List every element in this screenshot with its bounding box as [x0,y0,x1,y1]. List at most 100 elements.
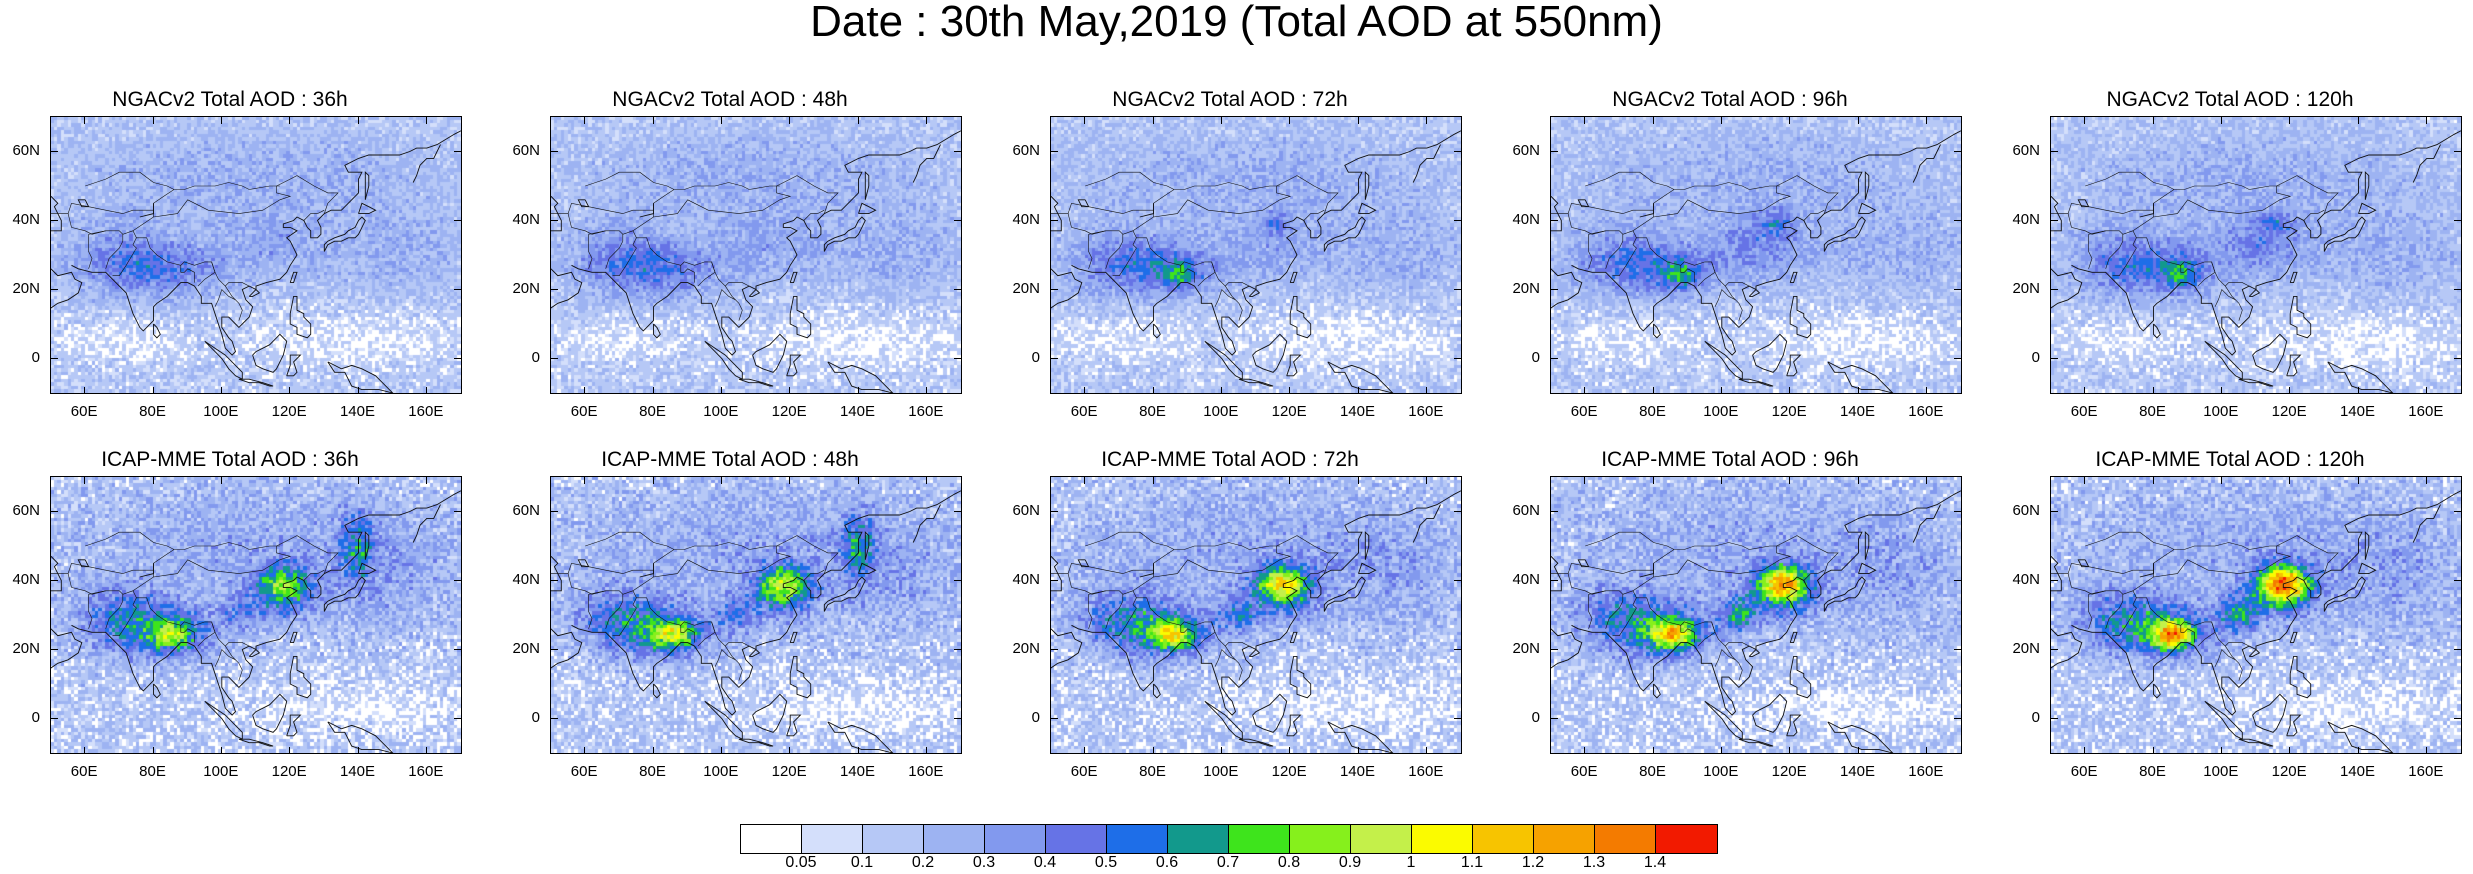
country-border [2211,621,2250,647]
x-tick [584,117,586,124]
country-border [1067,213,1106,235]
coastline [2077,199,2090,208]
y-tick [2051,357,2058,359]
coastline [2323,216,2366,252]
x-tick [220,747,222,754]
country-border [2136,597,2216,647]
x-tick [720,477,722,484]
country-border [1180,625,1195,643]
coastline [1358,562,1377,575]
country-border [2067,213,2106,235]
country-border [1153,542,1280,577]
country-border [1585,171,1675,190]
x-tick [1789,747,1791,754]
colorbar [740,824,1718,854]
country-border [303,569,325,581]
country-border [714,288,736,307]
y-tick-label: 40N [2012,570,2040,588]
coastline [2412,504,2441,543]
y-tick-label: 40N [512,210,540,228]
aod-map [550,476,962,754]
x-tick [1289,747,1291,754]
aod-map [1550,116,1962,394]
coastline [1789,631,1798,644]
x-tick [1857,387,1859,394]
coastline [238,738,274,747]
country-border [1714,648,1736,667]
colorbar-label: 0.05 [785,854,817,871]
country-border [2180,625,2195,643]
x-tick-label: 160E [908,763,944,780]
coastline [2071,490,2461,716]
coastline [51,628,83,669]
country-border [85,171,175,190]
x-tick-label: 100E [1203,763,1239,780]
country-border [636,237,716,287]
aod-field [1551,117,1961,393]
country-border [2211,261,2250,287]
x-tick [289,117,291,124]
y-tick [551,648,558,650]
country-border [180,265,195,283]
country-border [1136,237,1216,287]
x-tick [2289,387,2291,394]
coastline [738,378,774,387]
y-tick [1051,357,1058,359]
coastline [1786,714,1802,737]
y-tick-label: 0 [1031,708,1040,726]
x-tick [857,477,859,484]
x-tick [2152,477,2154,484]
y-tick [1954,219,1961,221]
map-panel: ICAP-MME Total AOD : 120h 60N 40N 20N 0 60E 80… [2000,448,2462,788]
country-border [588,594,593,629]
coastline [412,504,441,543]
y-tick-label: 20N [2012,279,2040,297]
x-tick-label: 120E [771,403,807,420]
country-border [214,648,236,667]
aod-map [550,116,962,394]
x-tick [1084,477,1086,484]
country-border [51,562,154,574]
coastline [1864,531,1870,560]
coastline [864,171,870,200]
x-tick-label: 140E [1839,763,1876,780]
y-tick-label: 60N [2012,501,2040,519]
coastline [1577,559,1590,568]
colorbar-label: 0.9 [1338,854,1362,871]
x-tick-label: 140E [339,403,376,420]
y-tick-label: 40N [1512,210,1540,228]
x-tick [2084,117,2086,124]
x-tick [425,387,427,394]
y-tick-label: 40N [1012,570,1040,588]
x-tick [720,117,722,124]
x-tick-label: 80E [639,403,666,420]
y-tick [2454,150,2461,152]
coastlines [1051,130,1461,393]
coastline [358,202,377,215]
x-tick-label: 140E [1839,403,1876,420]
aod-field [51,117,461,393]
x-tick-label: 140E [839,763,876,780]
colorbar-label: 1.2 [1521,854,1545,871]
coastline [1912,144,1941,183]
y-tick [51,150,58,152]
coastline [1571,130,1961,356]
y-tick [1954,579,1961,581]
coastline [748,288,761,297]
country-border [1132,535,1339,592]
y-tick [551,357,558,359]
y-tick-label: 60N [1012,501,1040,519]
coastline [2051,628,2083,669]
x-tick [2357,117,2359,124]
country-border [567,213,606,235]
x-tick [289,747,291,754]
x-tick [652,117,654,124]
y-tick [954,648,961,650]
country-border [680,625,695,643]
x-tick [425,117,427,124]
coastline [653,323,661,339]
country-border [803,569,825,581]
country-border [2303,569,2325,581]
country-border [88,590,124,629]
country-border [1088,230,1124,269]
